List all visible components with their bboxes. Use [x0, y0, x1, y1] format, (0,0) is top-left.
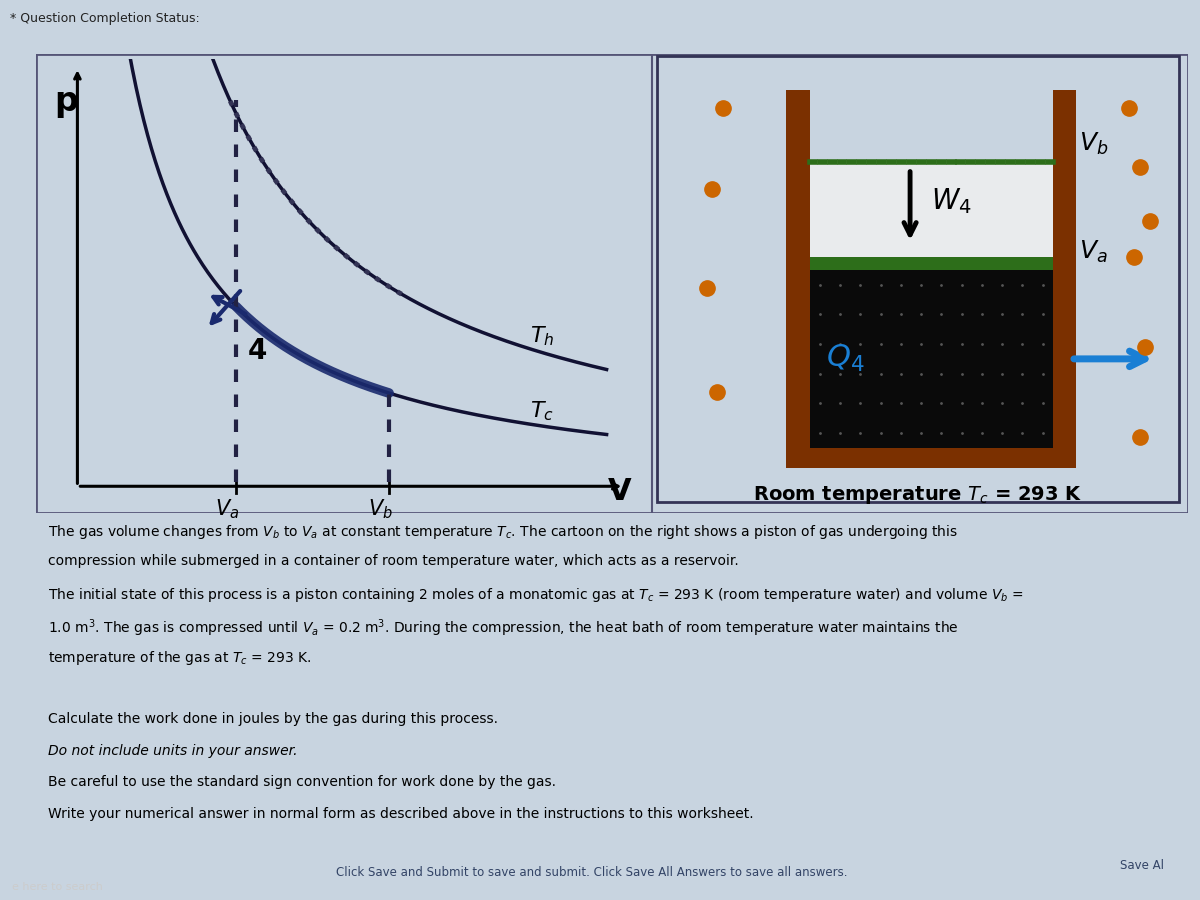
Text: $V_a$: $V_a$: [1079, 239, 1108, 266]
Text: $W_4$: $W_4$: [931, 186, 972, 216]
Text: $V_b$: $V_b$: [1079, 131, 1109, 158]
Text: $\mathbf{V}$: $\mathbf{V}$: [607, 476, 632, 506]
Text: e here to search: e here to search: [12, 882, 103, 893]
Text: $Q_4$: $Q_4$: [826, 343, 864, 374]
Text: Room temperature $T_c$ = 293 K: Room temperature $T_c$ = 293 K: [754, 484, 1082, 506]
Text: 1.0 m$^3$. The gas is compressed until $V_a$ = 0.2 m$^3$. During the compression: 1.0 m$^3$. The gas is compressed until $…: [48, 617, 959, 639]
Text: $V_b$: $V_b$: [367, 497, 392, 520]
Text: Calculate the work done in joules by the gas during this process.: Calculate the work done in joules by the…: [48, 712, 498, 726]
Bar: [786, 448, 1076, 468]
Text: Click Save and Submit to save and submit. Click Save All Answers to save all ans: Click Save and Submit to save and submit…: [336, 867, 847, 879]
Bar: [1052, 90, 1076, 468]
Text: $V_a$: $V_a$: [215, 497, 240, 520]
Text: The gas volume changes from $V_b$ to $V_a$ at constant temperature $T_c$. The ca: The gas volume changes from $V_b$ to $V_…: [48, 523, 958, 541]
Text: * Question Completion Status:: * Question Completion Status:: [10, 13, 199, 25]
Text: Save Al: Save Al: [1120, 859, 1164, 872]
Text: compression while submerged in a container of room temperature water, which acts: compression while submerged in a contain…: [48, 554, 739, 569]
Bar: [786, 90, 810, 468]
Text: p: p: [54, 86, 78, 119]
Text: $T_c$: $T_c$: [530, 400, 554, 423]
Bar: [810, 256, 1052, 270]
Text: $T_h$: $T_h$: [530, 324, 554, 348]
Text: Write your numerical answer in normal form as described above in the instruction: Write your numerical answer in normal fo…: [48, 806, 754, 821]
Bar: [810, 270, 1052, 448]
Text: Do not include units in your answer.: Do not include units in your answer.: [48, 743, 298, 758]
Text: The initial state of this process is a piston containing 2 moles of a monatomic : The initial state of this process is a p…: [48, 586, 1024, 604]
Text: Be careful to use the standard sign convention for work done by the gas.: Be careful to use the standard sign conv…: [48, 775, 556, 789]
Text: 4: 4: [248, 338, 268, 365]
Bar: [810, 162, 1052, 256]
Text: temperature of the gas at $T_c$ = 293 K.: temperature of the gas at $T_c$ = 293 K.: [48, 649, 312, 667]
